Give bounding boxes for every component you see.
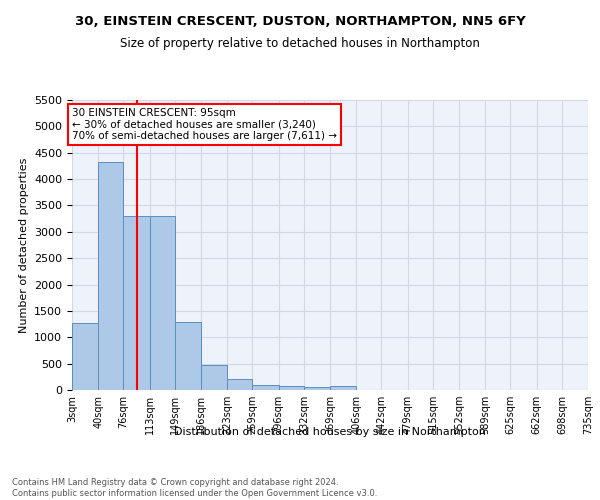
Bar — [201, 364, 227, 390]
Bar — [227, 378, 253, 390]
Bar — [304, 387, 330, 390]
Text: 30, EINSTEIN CRESCENT, DUSTON, NORTHAMPTON, NN5 6FY: 30, EINSTEIN CRESCENT, DUSTON, NORTHAMPT… — [74, 15, 526, 28]
Bar — [124, 216, 149, 390]
Text: Distribution of detached houses by size in Northampton: Distribution of detached houses by size … — [174, 427, 486, 437]
Bar — [253, 384, 278, 390]
Y-axis label: Number of detached properties: Number of detached properties — [19, 158, 29, 332]
Bar — [278, 386, 304, 390]
Bar — [175, 322, 201, 390]
Text: 30 EINSTEIN CRESCENT: 95sqm
← 30% of detached houses are smaller (3,240)
70% of : 30 EINSTEIN CRESCENT: 95sqm ← 30% of det… — [72, 108, 337, 141]
Bar — [98, 162, 124, 390]
Bar — [330, 386, 356, 390]
Text: Contains HM Land Registry data © Crown copyright and database right 2024.
Contai: Contains HM Land Registry data © Crown c… — [12, 478, 377, 498]
Bar — [149, 216, 175, 390]
Bar — [72, 323, 98, 390]
Text: Size of property relative to detached houses in Northampton: Size of property relative to detached ho… — [120, 38, 480, 51]
